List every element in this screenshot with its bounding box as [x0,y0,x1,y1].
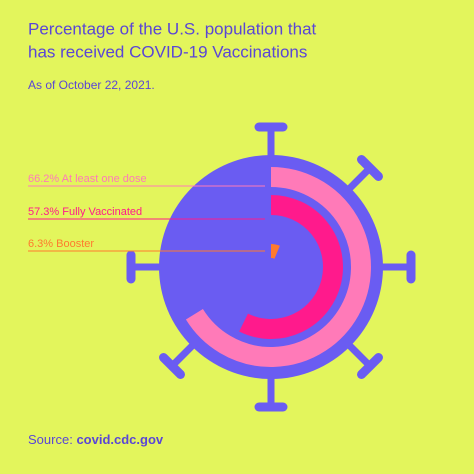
value-label: 6.3% [28,238,53,250]
virus-body [159,155,383,379]
category-label: Booster [56,238,94,250]
spike-knob [357,155,383,181]
chart-title: Percentage of the U.S. population that [28,19,317,38]
series-label: 6.3% Booster [28,238,94,250]
ring-bar [239,195,343,339]
source: Source: covid.cdc.gov [28,432,164,447]
spike [344,340,373,369]
spike [344,165,373,194]
series-label: 57.3% Fully Vaccinated [28,206,142,218]
category-label: Fully Vaccinated [62,206,142,218]
value-label: 66.2% [28,173,59,185]
series-label: 66.2% At least one dose [28,173,147,185]
value-label: 57.3% [28,206,59,218]
chart-title: has received COVID-19 Vaccinations [28,42,307,61]
spike-knob [357,353,383,379]
spike-knob [159,353,185,379]
ring-bar [185,167,371,367]
source-label: Source: [28,432,73,447]
source-link: covid.cdc.gov [76,432,163,447]
virus: 66.2% At least one dose 57.3% Fully Vacci… [28,122,416,412]
chart-subtitle: As of October 22, 2021. [28,78,155,92]
ring-bar [270,244,280,259]
spike [169,340,198,369]
category-label: At least one dose [62,173,147,185]
